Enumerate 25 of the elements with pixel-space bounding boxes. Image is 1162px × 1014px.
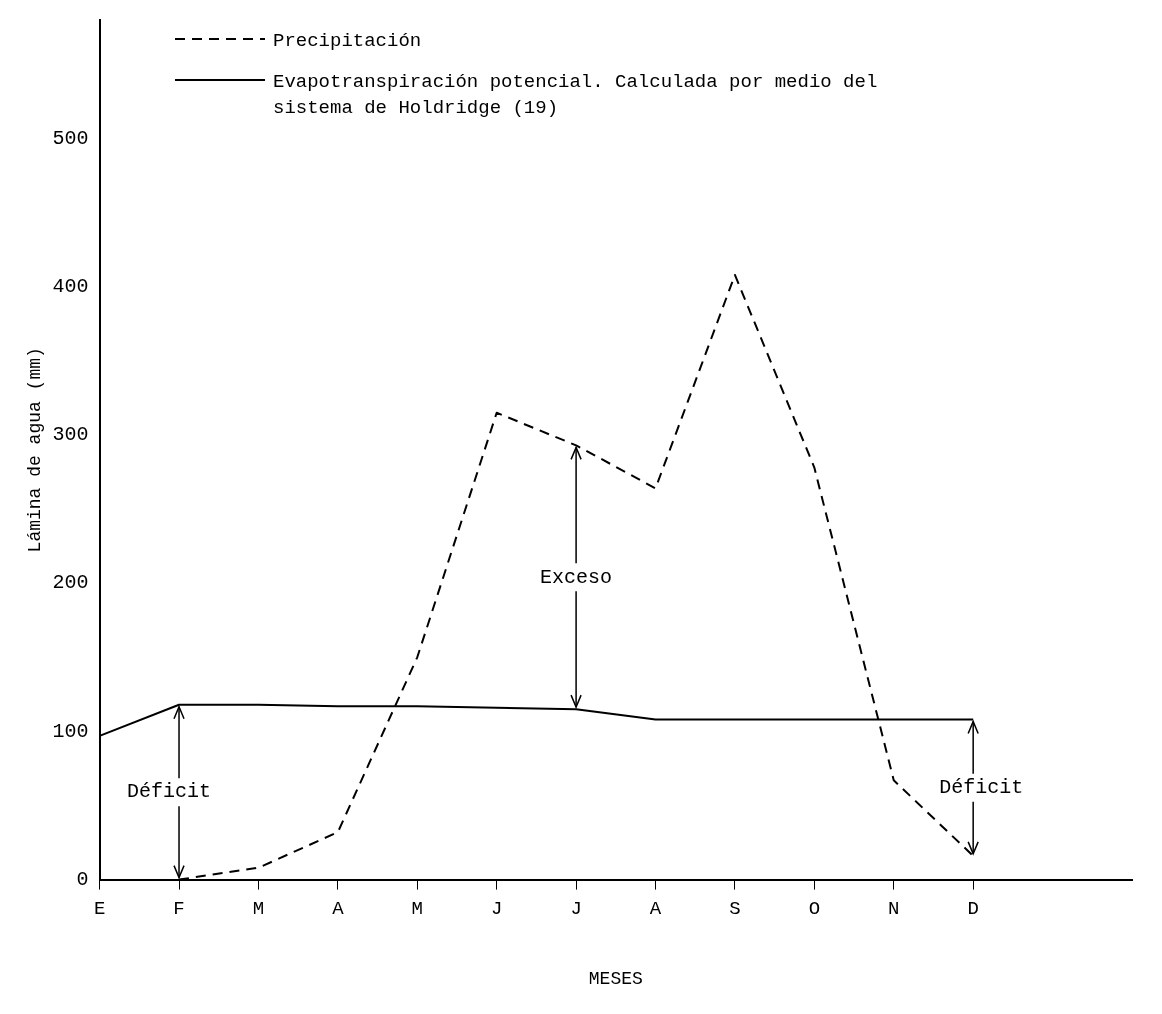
legend-label: Evapotranspiración potencial. Calculada por medio del sistema de Holdridge (19) [273,69,879,122]
x-tick-label: A [649,898,662,921]
y-tick-label: 500 [52,126,89,150]
x-tick-label: A [332,898,345,921]
x-tick-label: O [808,898,821,921]
y-tick-label: 200 [52,571,89,595]
y-axis-title: Lámina de agua (mm) [24,347,45,553]
x-tick-label: F [173,898,185,921]
y-tick-label: 400 [52,275,89,299]
annotation: Déficit [939,776,1024,800]
x-tick-label: D [967,898,979,921]
x-tick-label: N [888,898,900,921]
x-axis-title: MESES [588,968,643,989]
x-tick-label: M [411,898,423,921]
x-tick-label: E [93,898,106,921]
y-tick-label: 100 [52,719,89,743]
x-tick-label: M [252,898,265,921]
legend-label: Precipitación [273,29,422,54]
annotation: Exceso [540,565,613,589]
y-tick-label: 300 [52,423,89,447]
x-tick-label: S [729,898,741,921]
annotation: Déficit [127,780,212,804]
y-tick-label: 0 [76,867,89,891]
x-tick-label: J [570,898,582,921]
x-tick-label: J [490,898,503,921]
